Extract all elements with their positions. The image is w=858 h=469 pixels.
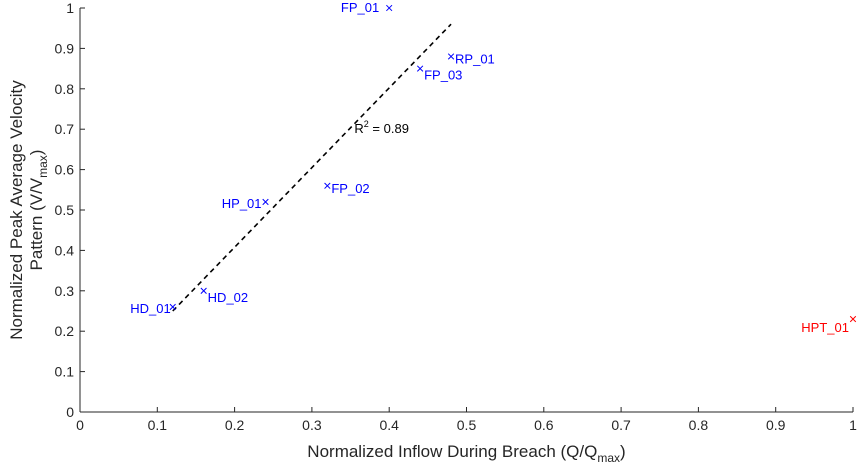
y-tick-label: 0.3 xyxy=(55,283,75,299)
x-ticks: 0 0.1 0.2 0.3 0.4 0.5 0.6 0.7 0.8 0.9 1 xyxy=(76,407,857,433)
data-point: HP_01 xyxy=(222,196,269,211)
r-squared-annotation: R2 = 0.89 xyxy=(354,119,409,136)
y-tick-label: 0 xyxy=(66,404,74,420)
point-marker xyxy=(262,198,269,206)
point-label: RP_01 xyxy=(455,51,495,66)
y-tick-label: 0.7 xyxy=(55,121,75,137)
x-tick-label: 0.4 xyxy=(379,417,399,433)
x-axis-title-main: Normalized Inflow During Breach (Q/Q xyxy=(307,442,597,461)
x-tick-label: 0.1 xyxy=(148,417,168,433)
y-axis-title-line1: Normalized Peak Average Velocity xyxy=(7,80,26,340)
x-tick-label: 0.2 xyxy=(225,417,245,433)
data-point: FP_03 xyxy=(416,65,462,83)
point-label: FP_01 xyxy=(341,0,379,15)
y-tick-label: 0.5 xyxy=(55,202,75,218)
point-label: FP_02 xyxy=(331,181,369,196)
y-tick-label: 0.2 xyxy=(55,323,75,339)
point-label: HD_02 xyxy=(208,290,248,305)
x-tick-label: 0.3 xyxy=(302,417,322,433)
x-tick-label: 0.5 xyxy=(457,417,477,433)
point-label: HD_01 xyxy=(130,301,170,316)
axes xyxy=(79,8,853,413)
x-tick-label: 0.8 xyxy=(689,417,709,433)
data-point: FP_02 xyxy=(324,181,370,196)
x-tick-label: 0.9 xyxy=(766,417,786,433)
point-marker xyxy=(386,4,393,12)
point-marker xyxy=(169,303,176,311)
point-marker xyxy=(416,65,424,72)
x-axis-title-sub: max xyxy=(597,451,620,465)
point-marker xyxy=(849,315,857,323)
x-tick-label: 0.7 xyxy=(611,417,631,433)
y-axis-title-line2-sub: max xyxy=(36,155,50,178)
y-tick-label: 0.6 xyxy=(55,162,75,178)
x-tick-label: 0 xyxy=(76,417,84,433)
data-points: FP_01 RP_01 FP_03 FP_02 HP_01 HD_02 HD_01 HPT_0… xyxy=(130,0,857,335)
y-tick-label: 0.4 xyxy=(55,242,75,258)
point-marker xyxy=(324,182,331,189)
data-point: FP_01 xyxy=(341,0,393,15)
trendline xyxy=(172,23,452,312)
point-marker xyxy=(200,287,207,294)
r-squared-sup: 2 xyxy=(364,119,369,129)
y-axis-title-line2-main: Pattern (V/V xyxy=(27,177,46,270)
x-tick-label: 1 xyxy=(849,417,857,433)
x-axis-title-tail: ) xyxy=(620,442,626,461)
y-tick-label: 1 xyxy=(66,0,74,16)
x-tick-label: 0.6 xyxy=(534,417,554,433)
point-label: HPT_01 xyxy=(801,320,849,335)
y-axis-title: Normalized Peak Average Velocity Pattern… xyxy=(7,80,50,340)
point-label: HP_01 xyxy=(222,196,262,211)
r-squared-main: R xyxy=(354,121,363,136)
data-point: HPT_01 xyxy=(801,315,857,335)
point-label: FP_03 xyxy=(424,68,462,83)
y-axis-title-line2: Pattern (V/Vmax) xyxy=(27,150,50,271)
point-marker xyxy=(447,53,455,60)
y-tick-label: 0.9 xyxy=(55,40,75,56)
y-ticks: 0 0.1 0.2 0.3 0.4 0.5 0.6 0.7 0.8 0.9 1 xyxy=(55,0,85,420)
data-point: HD_01 xyxy=(130,301,176,316)
y-tick-label: 0.8 xyxy=(55,81,75,97)
data-point: HD_02 xyxy=(200,287,248,305)
y-tick-label: 0.1 xyxy=(55,364,75,380)
x-axis-title: Normalized Inflow During Breach (Q/Qmax) xyxy=(307,442,625,465)
y-axis-title-line2-tail: ) xyxy=(27,150,46,156)
r-squared-tail: = 0.89 xyxy=(369,121,409,136)
data-point: RP_01 xyxy=(447,51,495,66)
